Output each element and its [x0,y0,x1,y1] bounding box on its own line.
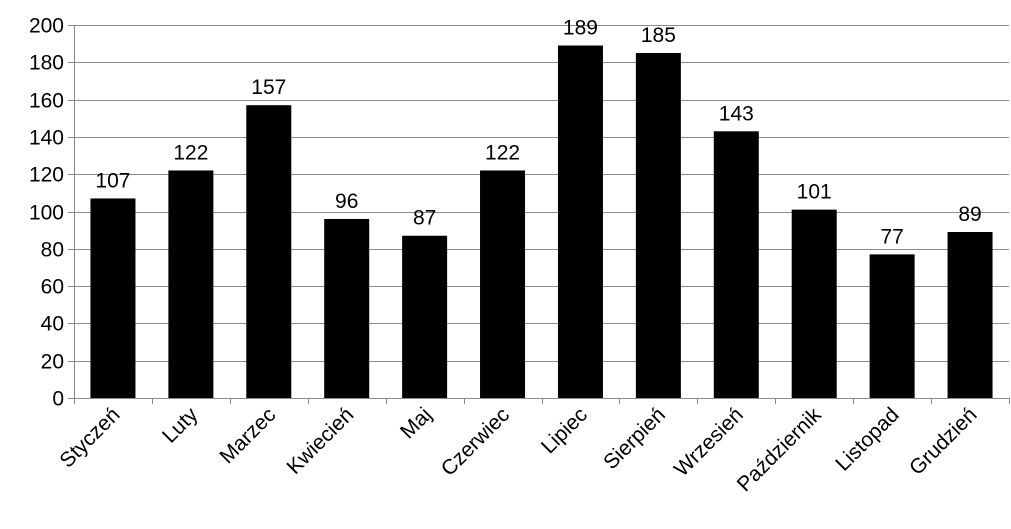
data-label: 96 [335,190,358,213]
x-axis-tick-labels: Styczeń Luty Marzec Kwiecień Maj Czerwiec Lipi… [55,403,981,496]
x-tick-label: Luty [158,403,203,448]
x-tick-label: Październik [733,403,826,496]
bar [557,45,603,398]
data-label: 185 [641,24,676,47]
y-tick-label: 140 [29,127,64,150]
y-tick-label: 100 [29,202,64,225]
bar [90,198,136,398]
data-label: 189 [563,17,598,40]
data-label: 157 [251,76,286,99]
bar [635,52,681,398]
x-tick-label: Styczeń [55,403,124,472]
data-label: 122 [485,141,520,164]
data-label: 143 [719,102,754,125]
x-tick-label: Kwiecień [283,403,359,479]
bar [713,131,759,398]
bar [402,235,448,398]
y-axis-tick-labels: 0 20 40 60 80 100 120 140 160 180 200 [29,15,64,411]
y-tick-label: 60 [41,276,64,299]
data-label: 87 [413,207,436,230]
y-tick-label: 160 [29,90,64,113]
x-tick-label: Czerwiec [437,403,514,480]
data-labels: 107 122 157 96 87 122 189 185 143 101 77 89 [95,17,981,249]
gridlines [74,25,1009,362]
y-tick-label: 0 [52,388,64,411]
axes [68,25,1010,404]
y-tick-label: 120 [29,164,64,187]
x-tick-label: Wrzesień [670,403,748,481]
bar [480,170,526,398]
x-tick-label: Lipiec [537,403,592,458]
data-label: 89 [958,203,981,226]
data-label: 122 [173,141,208,164]
bars [90,45,993,398]
bar [791,209,837,398]
bar [869,254,915,398]
bar [246,105,292,398]
y-tick-label: 180 [29,52,64,75]
x-tick-label: Grudzień [905,403,982,480]
bar [168,170,214,398]
x-tick-label: Marzec [215,403,280,468]
x-tick-label: Listopad [831,403,903,475]
data-label: 107 [95,169,130,192]
y-tick-label: 80 [41,239,64,262]
bar [324,218,370,398]
y-tick-label: 200 [29,15,64,38]
data-label: 101 [797,181,832,204]
bar [947,232,993,398]
y-tick-label: 20 [41,351,64,374]
y-tick-label: 40 [41,313,64,336]
x-tick-label: Maj [396,403,436,443]
x-tick-label: Sierpień [599,403,670,474]
data-label: 77 [880,225,903,248]
